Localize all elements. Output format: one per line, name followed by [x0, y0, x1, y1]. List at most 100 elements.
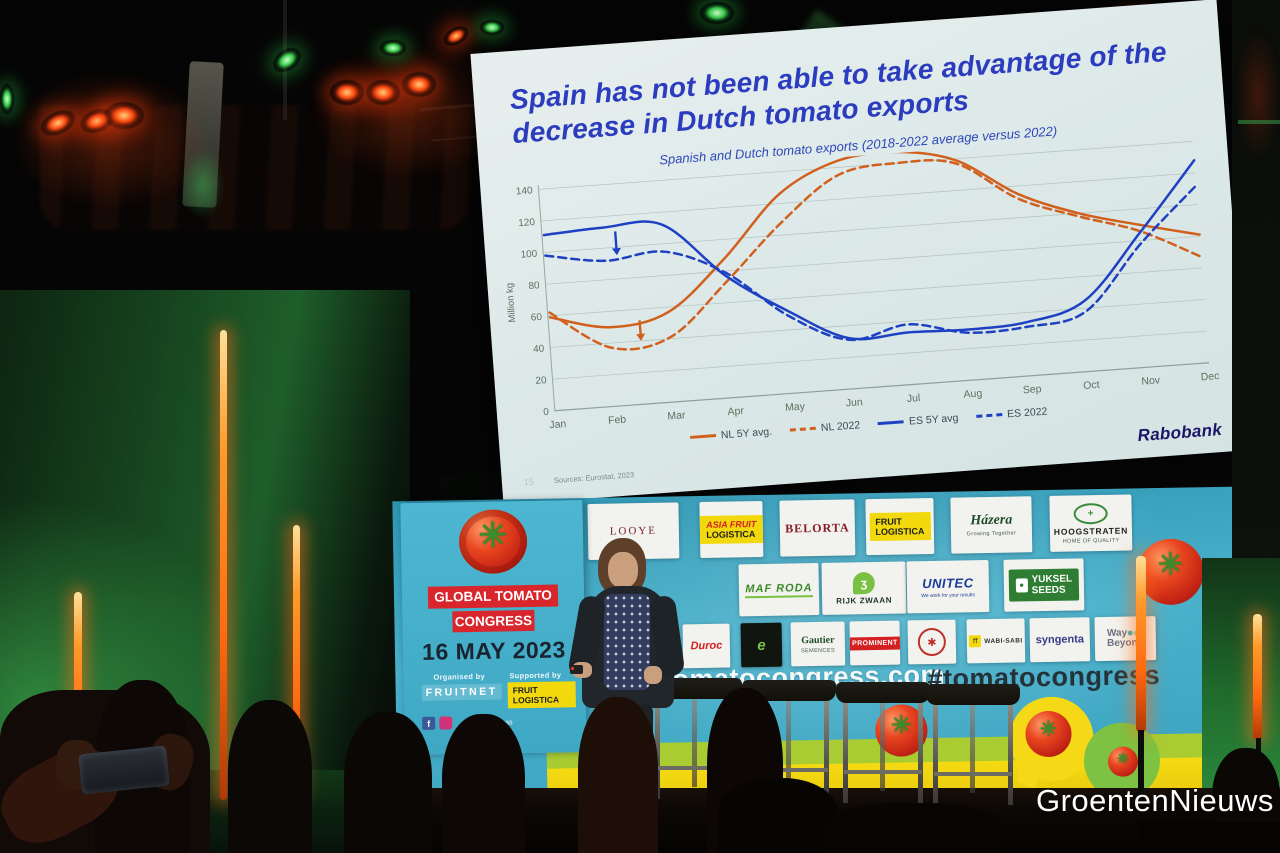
unitec-tagline: We work for your results [921, 591, 976, 599]
maf-roda-text: MAF RODA [745, 581, 813, 598]
speaker-green-glow [182, 150, 224, 220]
led-bar [293, 525, 300, 795]
wabi-sabi-logo: ﬀ WABI-SABI [966, 618, 1026, 664]
svg-text:80: 80 [528, 280, 540, 292]
syngenta-logo: syngenta [1029, 617, 1091, 663]
stool-leg [786, 701, 791, 789]
svg-text:40: 40 [533, 343, 545, 355]
projection-screen: Spain has not been able to take advantag… [470, 0, 1250, 505]
prominent-text: PROMINENT [849, 636, 901, 650]
duroc-text: Duroc [690, 639, 723, 653]
hoogstraten-text: HOOGSTRATEN [1053, 525, 1129, 537]
stool-crossbar [844, 770, 922, 774]
presenter-floral-top [604, 594, 650, 690]
belorta-logo: BELORTA [779, 499, 856, 557]
hoogstraten-tagline: HOME OF QUALITY [1062, 537, 1120, 545]
unitec-logo: UNITEC We work for your results [906, 560, 990, 614]
stool-leg [692, 699, 697, 787]
green-edge-light [1238, 120, 1280, 124]
asia-fruit-line2: LOGISTICA [706, 529, 756, 540]
slide-source-note: Sources: Eurostat, 2023 [553, 470, 635, 486]
fruit-logistica-logo: FRUIT LOGISTICA [865, 497, 935, 556]
svg-text:Nov: Nov [1141, 374, 1161, 387]
facebook-icon: f [422, 716, 436, 730]
hoogstraten-logo: + HOOGSTRATEN HOME OF QUALITY [1049, 494, 1133, 552]
fruit-logistica-sign-logo: FRUIT LOGISTICA [507, 681, 576, 709]
red-floral-emblem-icon: ✱ [917, 627, 947, 657]
waybeyond-dot [1128, 629, 1134, 636]
legend-swatch [789, 426, 817, 432]
svg-text:Oct: Oct [1083, 379, 1100, 392]
hazera-text: Házera [970, 512, 1013, 529]
led-bar [220, 330, 227, 800]
green-emblem-glyph: e [757, 636, 766, 654]
svg-text:20: 20 [535, 375, 547, 387]
fl-sign-line1: FRUIT [512, 684, 538, 696]
slide-page-number: 15 [523, 476, 535, 488]
asia-fruit-line1: ASIA FRUIT [706, 518, 757, 530]
stool-leg [970, 705, 975, 793]
prominent-logo: PROMINENT [849, 620, 901, 666]
yuksel-line2: SEEDS [1031, 584, 1066, 597]
gautier-text: Gautier [801, 634, 835, 646]
red-glow-right [1236, 30, 1280, 160]
stool-seat [742, 680, 836, 701]
audience-head [718, 778, 838, 853]
stage-light-green [700, 2, 734, 24]
bar-stool [926, 684, 1026, 809]
wabi-sabi-icon: ﬀ [969, 635, 982, 648]
svg-text:Aug: Aug [963, 387, 983, 400]
wabi-sabi-text: WABI-SABI [984, 636, 1023, 645]
legend-label: ES 2022 [1006, 405, 1048, 421]
sign-title-line2: CONGRESS [452, 609, 535, 633]
stage-light-red [402, 72, 436, 97]
photo-watermark: GroentenNieuws [1036, 783, 1274, 818]
hazera-tagline: Growing Together [966, 530, 1017, 538]
stool-crossbar [934, 772, 1012, 776]
rabobank-logo: Rabobank [1136, 419, 1223, 446]
yuksel-seeds-logo: ● YUKSEL SEEDS [1003, 558, 1085, 612]
presenter-face [608, 552, 638, 588]
stool-leg [1008, 705, 1013, 805]
stage-light-green [380, 40, 406, 56]
led-bar-stand [1138, 730, 1144, 800]
tomato-exports-line-chart: 0 20 40 60 80 100 120 140 Jan Feb Mar Apr May Jun Jul A… [504, 140, 1220, 431]
bar-stool [836, 682, 936, 807]
stool-leg [824, 701, 829, 801]
svg-text:Jan: Jan [549, 418, 567, 431]
green-emblem-logo: e [740, 622, 783, 668]
fl-sign-line2: LOGISTICA [512, 694, 560, 706]
stool-seat [836, 682, 930, 703]
stage-light-red [104, 102, 144, 129]
rijk-zwaan-sprout-icon: ʒ [852, 571, 876, 594]
legend-swatch [976, 413, 1003, 419]
stool-leg [933, 705, 938, 805]
presenter-left-hand [644, 666, 662, 684]
svg-text:Mar: Mar [667, 409, 686, 422]
sign-date: 16 MAY 2023 [421, 636, 566, 665]
red-floral-emblem-logo: ✱ [907, 619, 957, 665]
hazera-logo: Házera Growing Together [950, 496, 1033, 554]
fl-line1: FRUIT [875, 516, 902, 527]
audience-head [228, 700, 312, 853]
svg-text:Jun: Jun [845, 396, 863, 409]
belorta-text: BELORTA [785, 519, 850, 536]
svg-text:May: May [785, 400, 806, 413]
audience-silhouette [1140, 822, 1280, 853]
svg-text:Feb: Feb [608, 414, 627, 427]
svg-text:Jul: Jul [906, 392, 920, 405]
gautier-logo: Gautier SEMENCES [790, 621, 846, 667]
stool-crossbar [656, 766, 734, 770]
tomato-graphic: ✳ [1025, 710, 1072, 758]
svg-text:140: 140 [516, 185, 534, 197]
asia-fruit-logistica-logo: ASIA FRUIT LOGISTICA [699, 500, 764, 559]
tomato-graphic: ✳ [1107, 746, 1139, 777]
stage-light-green [268, 43, 306, 77]
stool-leg [655, 699, 660, 799]
svg-text:60: 60 [530, 312, 542, 324]
led-bar [1136, 556, 1146, 732]
svg-text:Million kg: Million kg [504, 283, 518, 323]
stool-leg [843, 703, 848, 803]
audience-head [344, 712, 432, 853]
svg-text:100: 100 [520, 249, 538, 261]
